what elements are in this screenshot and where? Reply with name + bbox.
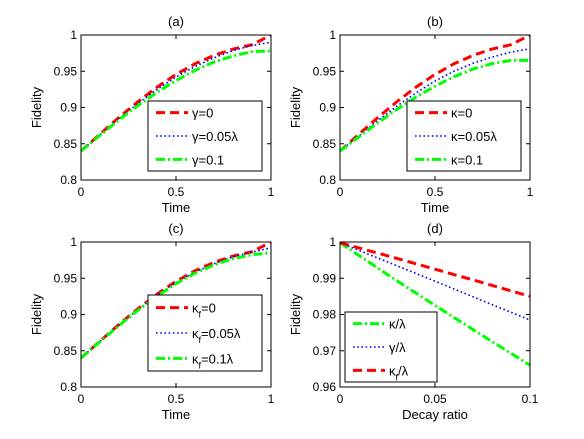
panel-c-xtick-label: 1 [268, 392, 275, 406]
panel-d-ylabel: Fidelity [288, 293, 303, 335]
panel-a-xtick-label: 0.5 [168, 185, 185, 199]
panel-c-legend-label-0: κf=0 [192, 301, 216, 320]
panel-b-xtick-label: 0 [337, 185, 344, 199]
panel-b-series-line-2 [340, 58, 530, 153]
panel-d-legend-label-0: κ/λ [389, 317, 406, 332]
panel-d-legend-label-1: γ/λ [389, 340, 406, 355]
panel-a-legend-box [147, 100, 263, 172]
panel-d-ytick-label: 1 [329, 235, 336, 249]
panel-a-title: (a) [168, 14, 184, 29]
panel-b-xlabel: Time [421, 200, 449, 215]
panel-d-xlabel: Decay ratio [402, 407, 468, 422]
panel-c-title: (c) [168, 221, 183, 236]
panel-b-ytick-label: 0.95 [313, 64, 337, 78]
panel-d-series-line-0 [340, 242, 530, 367]
panel-a-legend-label-2: γ=0.1 [192, 152, 224, 167]
panel-a-xlabel: Time [162, 200, 190, 215]
panel-c-ylabel: Fidelity [29, 293, 44, 335]
panel-c-xtick-label: 0.5 [168, 392, 185, 406]
panel-b-legend-label-0: κ=0 [451, 106, 472, 121]
panel-a-xtick-label: 0 [78, 185, 85, 199]
panel-a-ylabel: Fidelity [29, 86, 44, 128]
panel-a-legend-label-1: γ=0.05λ [192, 129, 238, 144]
panel-b-title: (b) [427, 14, 443, 29]
panel-c-ytick-label: 1 [70, 235, 77, 249]
panel-a-ytick-label: 0.9 [60, 101, 77, 115]
panel-d-xtick-label: 0 [337, 392, 344, 406]
panel-b-xtick-label: 0.5 [427, 185, 444, 199]
panel-b-ytick-label: 0.85 [313, 137, 337, 151]
panel-b-ytick-label: 1 [329, 28, 336, 42]
panel-b-xtick-label: 1 [527, 185, 534, 199]
panel-d-title: (d) [427, 221, 443, 236]
panel-d-ytick-label: 0.98 [313, 308, 337, 322]
panel-c-series-line-2 [81, 251, 271, 360]
panel-c-ytick-label: 0.8 [60, 380, 77, 394]
panel-d-legend: κ/λ γ/λ κf/λ [344, 311, 438, 383]
panel-d: 0 0.05 0.1 0.96 0.97 0.98 0.99 1 (d) Decay ratio F… [288, 221, 539, 422]
panel-a-ytick-label: 0.85 [54, 137, 78, 151]
panel-a-series-line-0 [81, 35, 271, 153]
panel-a-series-line-2 [81, 49, 271, 153]
panel-a-ytick-label: 0.95 [54, 64, 78, 78]
panel-a-legend: γ=0 γ=0.05λ γ=0.1 [147, 100, 263, 172]
panel-d-legend-label-2: κf/λ [389, 363, 409, 382]
panel-b-legend: κ=0 κ=0.05λ κ=0.1 [406, 100, 522, 172]
panel-d-series-line-1 [340, 242, 530, 321]
panel-c-ytick-label: 0.9 [60, 308, 77, 322]
panel-b-legend-label-2: κ=0.1 [451, 152, 483, 167]
panel-d-ytick-label: 0.99 [313, 271, 337, 285]
panel-d-ytick-label: 0.97 [313, 344, 337, 358]
panel-b-series-line-1 [340, 47, 530, 152]
panel-b-ytick-label: 0.9 [319, 101, 336, 115]
panel-c-legend: κf=0 κf=0.05λ κf=0.1λ [147, 294, 263, 372]
panel-d-series-line-2 [340, 242, 530, 298]
panel-d-xtick-label: 0.05 [423, 392, 447, 406]
panel-a-legend-label-0: γ=0 [192, 106, 213, 121]
panel-c-ytick-label: 0.85 [54, 344, 78, 358]
panel-d-ytick-label: 0.96 [313, 380, 337, 394]
panel-d-xtick-label: 0.1 [522, 392, 539, 406]
panel-a-ytick-label: 1 [70, 28, 77, 42]
panel-c-legend-label-1: κf=0.05λ [192, 326, 241, 345]
panel-b-legend-box [406, 100, 522, 172]
panel-c-xlabel: Time [162, 407, 190, 422]
panel-c-xtick-label: 0 [78, 392, 85, 406]
panel-c-ytick-label: 0.95 [54, 271, 78, 285]
panel-c-legend-label-2: κf=0.1λ [192, 351, 234, 370]
panel-a-xtick-label: 1 [268, 185, 275, 199]
panel-c-legend-box [147, 294, 263, 372]
panel-a-ytick-label: 0.8 [60, 173, 77, 187]
panel-a-series-line-1 [81, 41, 271, 152]
panel-b-legend-label-1: κ=0.05λ [451, 129, 497, 144]
panel-b-series-line-0 [340, 35, 530, 153]
panel-b-ytick-label: 0.8 [319, 173, 336, 187]
panel-b-ylabel: Fidelity [288, 86, 303, 128]
